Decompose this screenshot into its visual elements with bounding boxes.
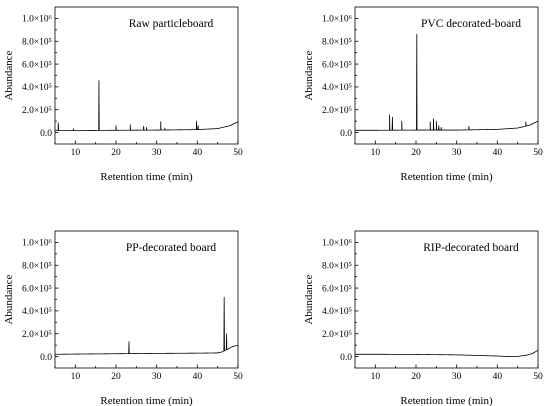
panel-title: PP-decorated board [126, 242, 217, 254]
chromatogram-line [355, 349, 539, 357]
x-tick-label: 20 [411, 148, 421, 158]
x-tick-label: 30 [152, 148, 162, 158]
y-tick-label: 2.0×10⁵ [322, 106, 352, 116]
y-tick-label: 8.0×10⁵ [322, 37, 352, 47]
x-axis-title: Retention time (min) [100, 171, 193, 183]
x-tick-label: 10 [371, 148, 381, 158]
y-tick-label: 2.0×10⁵ [22, 106, 52, 116]
y-tick-label: 6.0×10⁵ [322, 60, 352, 70]
axis-ticks: 10 20 30 40 50 0.0 2.0×10⁵ 4.0×10⁵ 6.0×10⁵ 8.0×10… [22, 15, 243, 158]
y-tick-label: 8.0×10⁵ [22, 261, 52, 271]
axis-ticks: 10 20 30 40 50 0.0 2.0×10⁵ 4.0×10⁵ 6.0×10⁵ 8.0×10… [322, 239, 543, 382]
y-tick-label: 1.0×10⁶ [22, 239, 52, 249]
x-tick-label: 20 [111, 372, 121, 382]
y-axis-title: Abundance [3, 50, 15, 100]
x-tick-label: 30 [452, 372, 462, 382]
x-axis-title: Retention time (min) [400, 171, 493, 183]
y-tick-label: 0.0 [340, 129, 352, 139]
y-tick-label: 6.0×10⁵ [322, 284, 352, 294]
panel-pp-decorated-board: 10 20 30 40 50 0.0 2.0×10⁵ 4.0×10⁵ 6.0×10⁵ 8.0×10… [3, 230, 243, 406]
y-tick-label: 4.0×10⁵ [322, 83, 352, 93]
y-tick-label: 0.0 [40, 353, 52, 363]
chromatogram-line [54, 296, 239, 355]
axis-ticks: 10 20 30 40 50 0.0 2.0×10⁵ 4.0×10⁵ 6.0×10⁵ 8.0×10… [322, 15, 543, 158]
y-tick-label: 1.0×10⁶ [322, 15, 352, 25]
panel-pvc-decorated-board: 10 20 30 40 50 0.0 2.0×10⁵ 4.0×10⁵ 6.0×10⁵ 8.0×10… [303, 6, 543, 183]
x-tick-label: 20 [111, 148, 121, 158]
panel-title: Raw particleboard [129, 18, 214, 30]
x-tick-label: 10 [371, 372, 381, 382]
y-axis-title: Abundance [3, 274, 15, 324]
x-tick-label: 40 [493, 372, 503, 382]
y-tick-label: 1.0×10⁶ [322, 239, 352, 249]
chromatogram-line [355, 34, 539, 131]
y-tick-label: 0.0 [40, 129, 52, 139]
panel-raw-particleboard: 10 20 30 40 50 0.0 2.0×10⁵ 4.0×10⁵ 6.0×10⁵ 8.0×10… [3, 6, 243, 183]
y-tick-label: 2.0×10⁵ [322, 330, 352, 340]
x-tick-label: 50 [533, 148, 543, 158]
x-tick-label: 40 [193, 372, 203, 382]
y-tick-label: 0.0 [340, 353, 352, 363]
y-tick-label: 8.0×10⁵ [22, 37, 52, 47]
x-tick-label: 50 [233, 372, 243, 382]
y-tick-label: 6.0×10⁵ [22, 60, 52, 70]
y-tick-label: 6.0×10⁵ [22, 284, 52, 294]
x-tick-label: 10 [71, 148, 81, 158]
y-axis-title: Abundance [303, 50, 315, 100]
panel-rip-decorated-board: 10 20 30 40 50 0.0 2.0×10⁵ 4.0×10⁵ 6.0×10⁵ 8.0×10… [303, 230, 543, 406]
y-tick-label: 8.0×10⁵ [322, 261, 352, 271]
x-axis-title: Retention time (min) [100, 395, 193, 406]
axis-ticks: 10 20 30 40 50 0.0 2.0×10⁵ 4.0×10⁵ 6.0×10⁵ 8.0×10… [22, 239, 243, 382]
x-tick-label: 30 [152, 372, 162, 382]
y-tick-label: 4.0×10⁵ [322, 307, 352, 317]
x-tick-label: 10 [71, 372, 81, 382]
y-tick-label: 4.0×10⁵ [22, 83, 52, 93]
x-tick-label: 40 [493, 148, 503, 158]
x-tick-label: 20 [411, 372, 421, 382]
panel-title: PVC decorated-board [421, 18, 521, 30]
y-axis-title: Abundance [303, 274, 315, 324]
x-tick-label: 30 [452, 148, 462, 158]
y-tick-label: 4.0×10⁵ [22, 307, 52, 317]
x-tick-label: 50 [233, 148, 243, 158]
chromatogram-line [55, 80, 239, 131]
x-axis-title: Retention time (min) [400, 395, 493, 406]
x-tick-label: 40 [193, 148, 203, 158]
x-tick-label: 50 [533, 372, 543, 382]
y-tick-label: 2.0×10⁵ [22, 330, 52, 340]
y-tick-label: 1.0×10⁶ [22, 15, 52, 25]
panel-title: RIP-decorated board [423, 242, 519, 254]
